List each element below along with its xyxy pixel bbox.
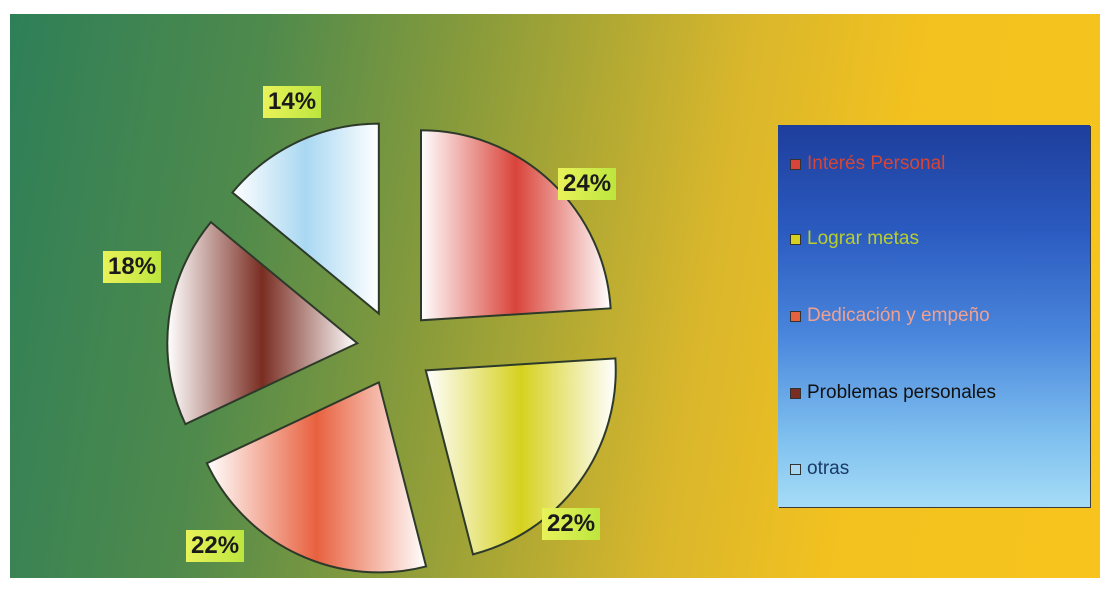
legend-label: Problemas personales [807,382,997,403]
legend-swatch [790,158,801,170]
legend-label: otras [807,458,850,479]
pie-slice-otras [231,122,380,316]
legend: Interés Personal Lograr metas Dedicación… [778,125,1090,507]
legend-item-interes-personal: Interés Personal [790,153,945,175]
data-label-lograr-metas: 22% [542,508,601,540]
data-label-dedicacion-empeno: 22% [186,530,245,562]
data-label-otras: 14% [263,86,322,118]
legend-swatch [790,310,801,322]
pie-slice-problemas-personales [166,220,360,426]
data-label-problemas-personales: 18% [103,251,162,283]
data-label-interes-personal: 24% [558,168,617,200]
legend-swatch [790,463,801,475]
legend-item-problemas-personales: Problemas personales [790,382,996,404]
legend-label: Interés Personal [807,153,946,174]
pie-slice-inter-s-personal [420,129,612,322]
pie-slice-lograr-metas [424,357,617,556]
legend-item-otras: otras [790,458,849,480]
legend-swatch [790,387,801,399]
pie-slice-dedicaci-n-y-empe-o [205,380,428,574]
legend-label: Dedicación y empeño [807,305,990,326]
legend-label: Lograr metas [807,228,919,249]
legend-swatch [790,233,801,245]
legend-item-lograr-metas: Lograr metas [790,228,919,250]
legend-item-dedicacion-empeno: Dedicación y empeño [790,305,990,327]
